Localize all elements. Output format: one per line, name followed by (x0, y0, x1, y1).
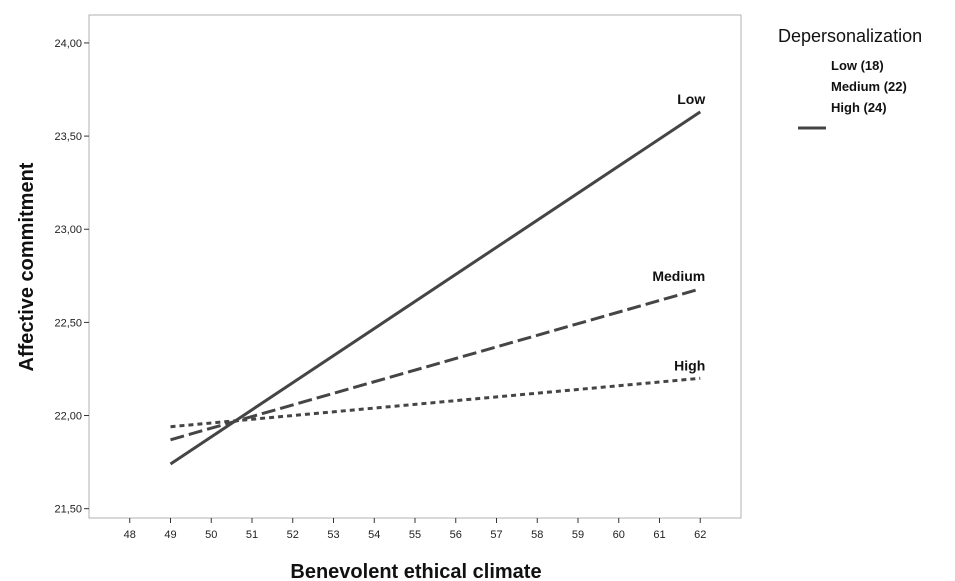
legend-entry-low: Low (18) (831, 58, 884, 73)
x-tick-label: 57 (490, 529, 502, 541)
x-tick-label: 56 (450, 529, 462, 541)
series-line-low (169, 110, 702, 466)
plot-area (88, 14, 742, 519)
y-axis-title: Affective commitment (16, 162, 38, 371)
legend: Depersonalization Low (18) Medium (22) H… (778, 26, 922, 130)
y-tick-label: 24,00 (54, 38, 82, 50)
x-tick-label: 62 (694, 529, 706, 541)
x-tick-label: 61 (653, 529, 665, 541)
x-tick-label: 52 (287, 529, 299, 541)
x-tick-label: 54 (368, 529, 380, 541)
y-tick-label: 22,00 (54, 411, 82, 423)
series-labels: Low Medium High (652, 91, 705, 373)
x-tick-label: 50 (205, 529, 217, 541)
x-axis-title: Benevolent ethical climate (290, 561, 541, 581)
x-tick-label: 59 (572, 529, 584, 541)
series-lines (169, 110, 702, 466)
y-tick-label: 22,50 (54, 317, 82, 329)
y-tick-label: 23,00 (54, 224, 82, 236)
x-tick-label: 53 (327, 529, 339, 541)
series-label-low: Low (677, 91, 705, 107)
x-tick-label: 55 (409, 529, 421, 541)
series-line-medium (170, 287, 701, 442)
x-tick-label: 58 (531, 529, 543, 541)
legend-entry-high: High (24) (831, 100, 887, 115)
y-axis-ticks: 21,50 22,00 22,50 23,00 23,50 24,00 (54, 38, 89, 516)
x-tick-label: 60 (613, 529, 625, 541)
legend-entry-medium: Medium (22) (831, 79, 907, 94)
y-tick-label: 23,50 (54, 131, 82, 143)
series-label-medium: Medium (652, 268, 705, 284)
x-tick-label: 48 (124, 529, 136, 541)
x-tick-label: 49 (164, 529, 176, 541)
series-line-high (170, 376, 701, 429)
legend-title: Depersonalization (778, 26, 922, 46)
x-tick-label: 51 (246, 529, 258, 541)
y-tick-label: 21,50 (54, 504, 82, 516)
series-label-high: High (674, 357, 705, 373)
x-axis-ticks: 48 49 50 51 52 53 54 55 56 57 58 59 60 61 62 (124, 518, 706, 541)
